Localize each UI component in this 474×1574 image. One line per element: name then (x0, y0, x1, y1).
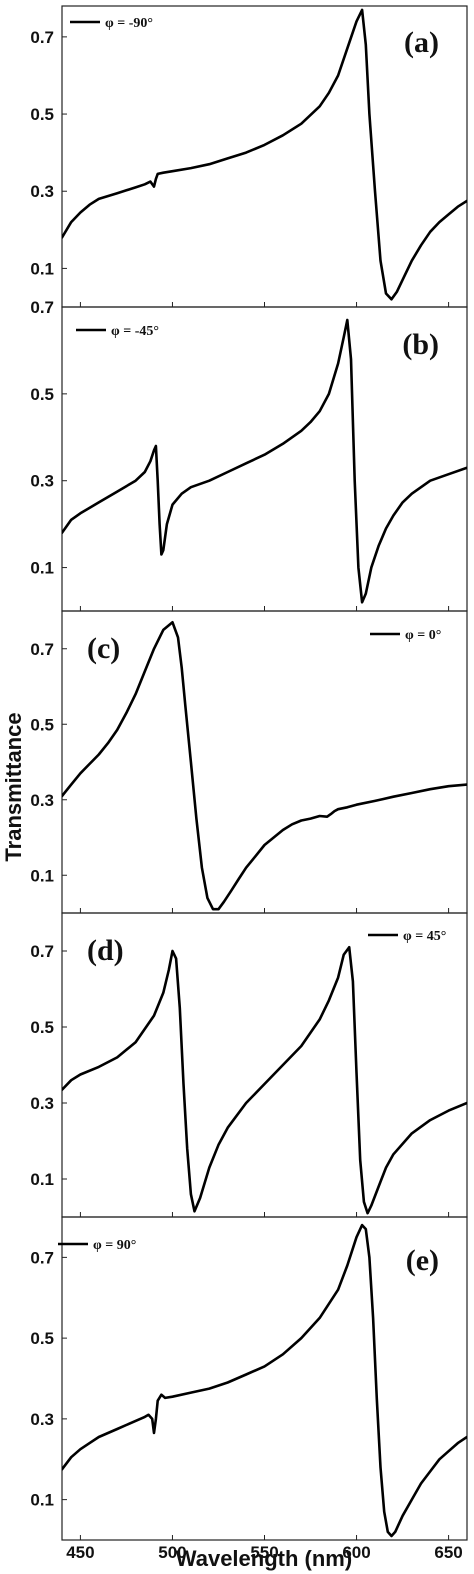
y-tick-label: 0.3 (30, 1410, 54, 1429)
x-tick-label: 500 (158, 1543, 186, 1562)
legend-label: φ = -45° (111, 324, 159, 339)
y-tick-label: 0.5 (30, 1018, 54, 1037)
panel-label: (d) (87, 934, 124, 967)
series-line (62, 318, 467, 604)
y-tick-label: 0.1 (30, 1170, 54, 1189)
y-tick-label: 0.5 (30, 385, 54, 404)
legend-label: φ = 90° (93, 1238, 136, 1253)
x-tick-label: 650 (434, 1543, 462, 1562)
x-tick-label: 550 (250, 1543, 278, 1562)
panel-label: (e) (406, 1244, 439, 1277)
shared-x-axis: 450 500 550 600 650 (66, 1543, 463, 1562)
y-tick-label: 0.3 (30, 182, 54, 201)
panel-label: (a) (404, 26, 439, 59)
panel-label: (c) (87, 632, 120, 665)
y-tick-label: 0.1 (30, 259, 54, 278)
panel-d: 0.1 0.3 0.5 0.7 φ = 45° (d) (30, 912, 468, 1218)
legend-label: φ = 45° (403, 929, 446, 944)
y-tick-label: 0.7 (30, 942, 54, 961)
x-tick-label: 600 (342, 1543, 370, 1562)
x-tick-label: 450 (66, 1543, 94, 1562)
y-tick-label: 0.5 (30, 715, 54, 734)
panel-label: (b) (402, 328, 439, 361)
series-line (62, 621, 467, 911)
panel-a: 0.1 0.3 0.5 0.7 φ = -90° (a) (30, 5, 468, 308)
y-tick-label: 0.5 (30, 1329, 54, 1348)
y-tick-label: 0.3 (30, 1094, 54, 1113)
y-tick-label: 0.5 (30, 105, 54, 124)
y-tick-label: 0.7 (30, 1248, 54, 1267)
legend-label: φ = 0° (405, 628, 441, 643)
series-line (62, 1223, 467, 1538)
y-tick-label: 0.1 (30, 1491, 54, 1510)
series-line (62, 8, 467, 301)
y-tick-label: 0.1 (30, 559, 54, 578)
panel-c: 0.1 0.3 0.5 0.7 φ = 0° (c) (30, 610, 468, 914)
y-tick-label: 0.3 (30, 472, 54, 491)
y-tick-label: 0.7 (30, 640, 54, 659)
y-tick-label: 0.7 (30, 298, 54, 317)
panel-e: 0.1 0.3 0.5 0.7 φ = 90° (e) (30, 1216, 468, 1541)
legend-label: φ = -90° (105, 16, 153, 31)
y-tick-label: 0.3 (30, 791, 54, 810)
y-tick-label: 0.7 (30, 28, 54, 47)
panel-frame (61, 610, 468, 914)
x-axis-title: Wavelength (nm) (176, 1546, 352, 1571)
panel-b: 0.1 0.3 0.5 0.7 φ = -45° (b) (30, 298, 468, 612)
y-tick-label: 0.1 (30, 866, 54, 885)
panel-stack: 0.1 0.3 0.5 0.7 φ = -90° (a) 0.1 0.3 0.5 0.7 φ = -… (30, 5, 468, 1541)
series-line (62, 945, 467, 1215)
y-axis-title: Transmittance (1, 712, 26, 861)
